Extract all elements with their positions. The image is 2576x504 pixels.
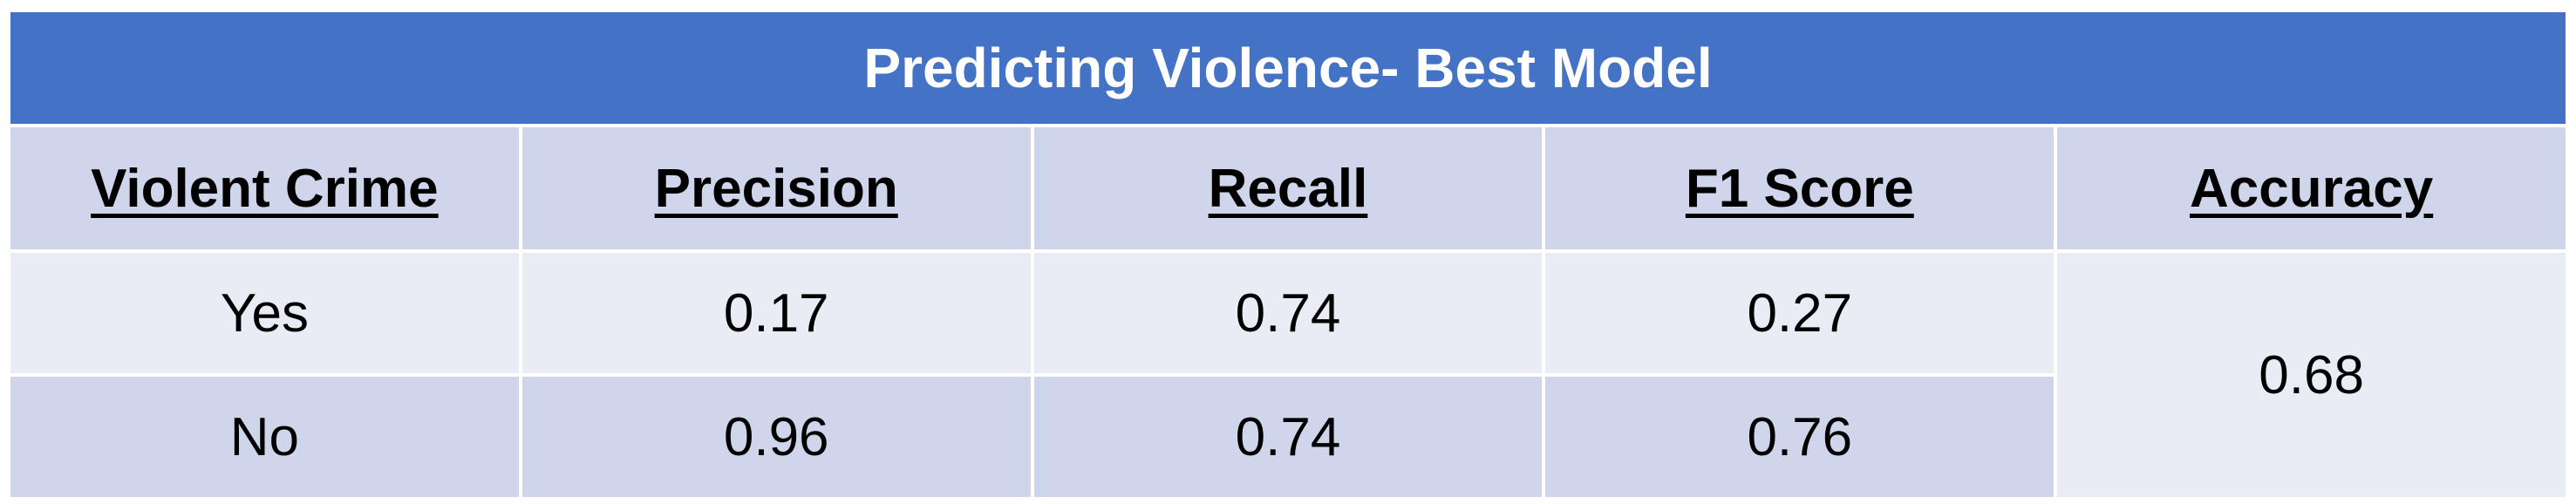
table-row-yes: Yes 0.17 0.74 0.27 0.68 (7, 249, 2569, 501)
f1-value: 0.27 (1542, 249, 2058, 377)
precision-value: 0.96 (518, 373, 1034, 501)
header-precision: Precision (518, 124, 1034, 253)
title-row: Predicting Violence- Best Model (7, 9, 2569, 127)
results-table: Predicting Violence- Best Model Violent … (7, 9, 2569, 501)
table-row-no: No 0.96 0.74 0.76 (7, 373, 2567, 501)
recall-value: 0.74 (1030, 249, 1546, 377)
row-label: No (7, 373, 522, 501)
header-accuracy: Accuracy (2054, 124, 2569, 253)
precision-value: 0.17 (518, 249, 1034, 377)
table-title: Predicting Violence- Best Model (7, 9, 2569, 127)
recall-value: 0.74 (1030, 373, 1546, 501)
header-f1-score: F1 Score (1542, 124, 2058, 253)
f1-value: 0.76 (1542, 373, 2058, 501)
header-violent-crime: Violent Crime (7, 124, 522, 253)
results-table-container: Predicting Violence- Best Model Violent … (7, 9, 2569, 501)
row-label: Yes (7, 249, 522, 377)
accuracy-value: 0.68 (2054, 249, 2569, 501)
header-row: Violent Crime Precision Recall F1 Score … (7, 124, 2569, 253)
header-recall: Recall (1030, 124, 1546, 253)
